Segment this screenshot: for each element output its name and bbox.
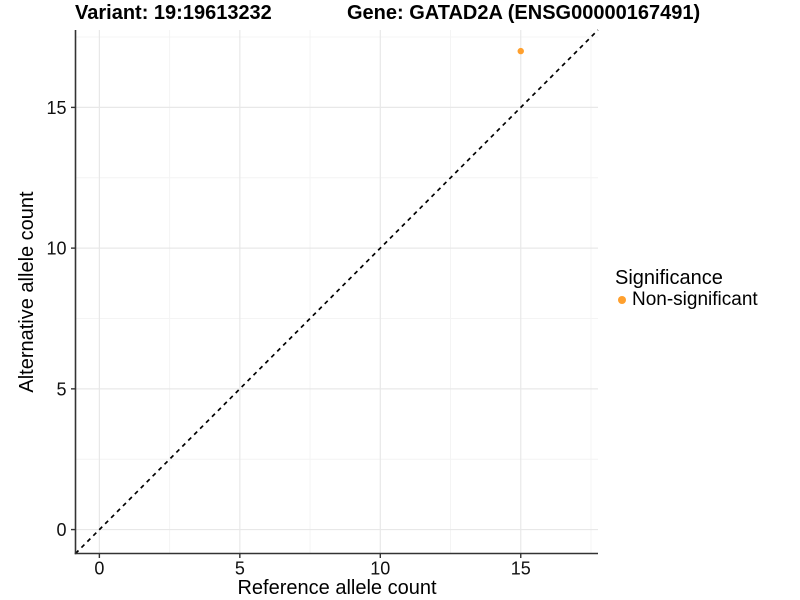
legend-items: Non-significant [615,289,758,311]
y-tick-label: 15 [46,98,66,118]
legend: Significance Non-significant [615,268,758,311]
legend-point-icon [618,296,626,304]
legend-title: Significance [615,267,723,289]
legend-item-label: Non-significant [632,289,758,310]
x-tick-label: 5 [235,559,245,579]
x-axis-title: Reference allele count [237,577,437,599]
data-point [517,47,524,55]
legend-item: Non-significant [615,289,758,311]
y-tick-label: 0 [56,520,66,540]
variant-title: Variant: 19:19613232 [75,2,272,24]
y-axis-title: Alternative allele count [16,191,38,393]
y-tick-label: 5 [56,379,66,399]
x-tick-label: 10 [370,559,390,579]
x-tick-label: 0 [94,559,104,579]
identity-line [74,29,599,555]
y-tick-label: 10 [46,239,66,259]
x-tick-label: 15 [511,559,531,579]
gene-title: Gene: GATAD2A (ENSG00000167491) [347,2,701,24]
